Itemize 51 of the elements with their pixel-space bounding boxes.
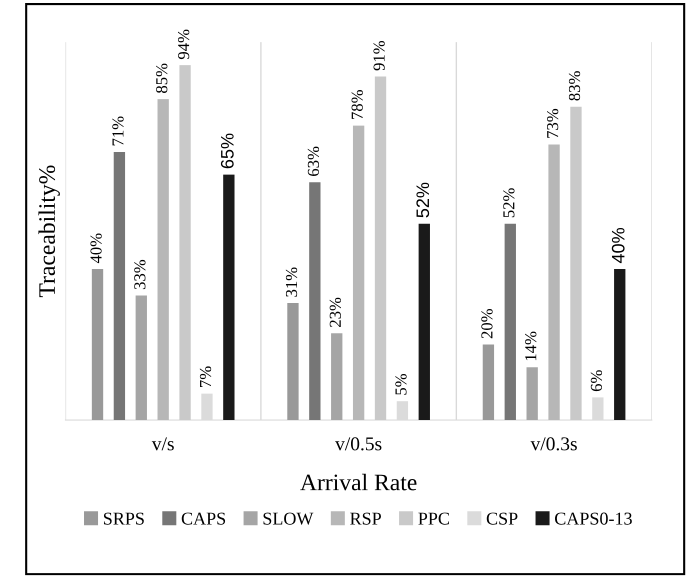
data-label: 94% — [178, 30, 190, 60]
data-label: 20% — [481, 309, 493, 338]
bar — [418, 224, 430, 420]
data-label: 91% — [373, 40, 385, 70]
data-label: 5% — [395, 374, 407, 395]
bar — [482, 344, 494, 420]
legend-label: CAPS — [182, 512, 226, 525]
x-axis-title: Arrival Rate — [300, 474, 416, 490]
legend-label: CAPS0-13 — [555, 512, 632, 525]
bar — [614, 269, 626, 420]
data-label: 52% — [416, 182, 430, 218]
x-tick-label: v/0.5s — [335, 437, 382, 450]
bar — [92, 269, 104, 420]
bar — [548, 144, 560, 420]
legend-label: PPC — [418, 512, 449, 525]
data-label: 78% — [352, 90, 363, 119]
data-label: 73% — [546, 108, 558, 138]
data-label: 40% — [90, 234, 102, 264]
bar — [287, 303, 299, 420]
bar — [570, 106, 582, 420]
legend-label: CSP — [486, 512, 518, 525]
legend-label: SLOW — [264, 512, 314, 525]
bar — [114, 152, 126, 420]
bar — [309, 182, 321, 420]
data-label: 6% — [590, 370, 602, 392]
data-label: 14% — [525, 332, 536, 360]
data-label: 65% — [220, 134, 234, 168]
bar — [526, 367, 538, 420]
data-label: 31% — [286, 267, 298, 297]
x-tick-label: v/0.3s — [530, 437, 577, 450]
bar — [136, 295, 147, 420]
bar — [352, 126, 364, 420]
data-label: 85% — [156, 64, 168, 93]
data-label: 7% — [200, 366, 212, 387]
data-label: 40% — [612, 228, 625, 264]
bar — [374, 76, 386, 420]
data-label: 71% — [112, 116, 124, 146]
x-tick-label: v/s — [152, 437, 174, 450]
legend-label: SRPS — [104, 512, 144, 525]
data-label: 23% — [330, 298, 341, 327]
bar — [223, 174, 235, 420]
legend-label: RSP — [350, 512, 381, 525]
data-label: 33% — [134, 260, 146, 290]
data-label: 52% — [503, 188, 515, 218]
data-label: 83% — [568, 71, 580, 101]
data-label: 63% — [308, 146, 320, 176]
bar — [179, 65, 191, 420]
bar — [504, 224, 516, 420]
bar — [158, 99, 169, 420]
bar — [331, 333, 342, 420]
y-axis-title: Traceability% — [38, 165, 60, 298]
